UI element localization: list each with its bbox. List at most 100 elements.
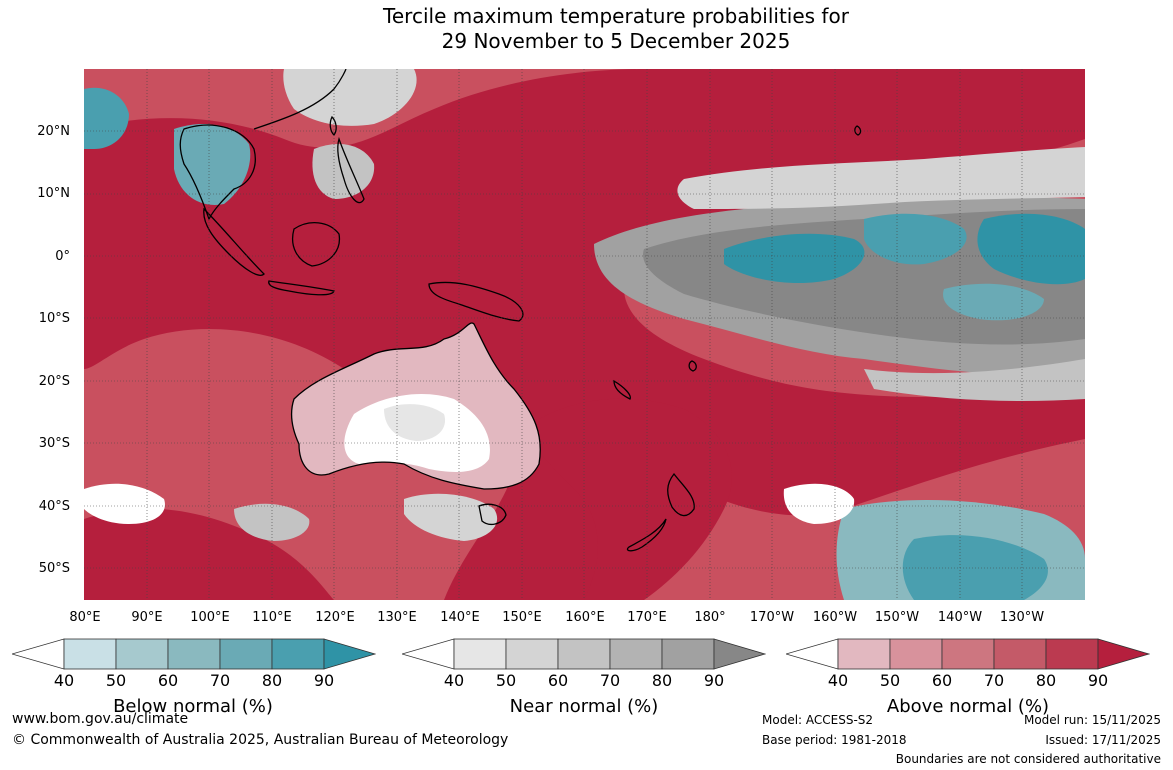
lat-tick-label: 10°S bbox=[38, 311, 70, 326]
borneo-coastline bbox=[292, 222, 341, 267]
legend-near-label: 50 bbox=[495, 671, 517, 690]
lon-tick-label: 160°E bbox=[565, 610, 605, 625]
lat-tick-label: 0° bbox=[55, 249, 70, 264]
title-line-1: Tercile maximum temperature probabilitie… bbox=[383, 4, 849, 28]
lat-tick-label: 40°S bbox=[38, 499, 70, 514]
legend-swatch bbox=[993, 638, 1047, 670]
above-normal-band-tasman bbox=[524, 398, 732, 600]
grey-patch-south-indian bbox=[234, 503, 310, 541]
legend-near-label: 40 bbox=[443, 671, 465, 690]
lon-tick-label: 130°W bbox=[999, 610, 1045, 625]
legend-near-title: Near normal (%) bbox=[509, 696, 659, 717]
lon-tick-label: 130°E bbox=[377, 610, 417, 625]
legend-below-label: 70 bbox=[209, 671, 231, 690]
legend-near-label: 70 bbox=[599, 671, 621, 690]
legend-swatch bbox=[837, 638, 891, 670]
java-coastline bbox=[268, 280, 335, 296]
legend-swatch bbox=[63, 638, 117, 670]
legend-below-title: Below normal (%) bbox=[113, 696, 273, 717]
map-svg bbox=[84, 69, 1085, 600]
above-normal-southwest-region bbox=[84, 508, 334, 600]
lon-tick-label: 180° bbox=[694, 610, 726, 625]
legend-swatch bbox=[609, 638, 663, 670]
legend-below-label: 60 bbox=[157, 671, 179, 690]
legend-swatch bbox=[323, 638, 376, 670]
lat-tick-label: 50°S bbox=[38, 561, 70, 576]
legend-swatch bbox=[1097, 638, 1150, 670]
lon-tick-label: 140°W bbox=[937, 610, 983, 625]
legend-swatch bbox=[12, 638, 65, 670]
below-normal-pacific-blob-4 bbox=[943, 283, 1044, 321]
gridlines bbox=[84, 69, 1085, 600]
legend-swatch bbox=[713, 638, 766, 670]
white-patch-south-pacific bbox=[783, 483, 855, 524]
legend-swatch bbox=[661, 638, 715, 670]
legend-swatch bbox=[219, 638, 273, 670]
white-patch-south-indian bbox=[84, 483, 165, 524]
below-normal-india-region bbox=[84, 87, 129, 149]
lon-tick-label: 170°E bbox=[627, 610, 667, 625]
lon-tick-label: 80°E bbox=[69, 610, 101, 625]
legend-swatch bbox=[402, 638, 455, 670]
lat-tick-label: 10°N bbox=[37, 186, 70, 201]
sumatra-coastline bbox=[203, 207, 265, 276]
legend-above-label: 70 bbox=[983, 671, 1005, 690]
legend-near-label: 80 bbox=[651, 671, 673, 690]
legend-swatch bbox=[889, 638, 943, 670]
lon-tick-label: 170°W bbox=[749, 610, 795, 625]
legend-above-label: 80 bbox=[1035, 671, 1057, 690]
legend-above-label: 50 bbox=[879, 671, 901, 690]
lon-tick-label: 120°E bbox=[315, 610, 355, 625]
legend-above-label: 60 bbox=[931, 671, 953, 690]
legend-near-normal bbox=[402, 638, 766, 670]
philippines-coastline bbox=[337, 136, 365, 204]
disclaimer-text: Boundaries are not considered authoritat… bbox=[895, 752, 1161, 766]
legend-above-title: Above normal (%) bbox=[886, 696, 1050, 717]
china-coastline bbox=[253, 69, 347, 130]
legend-swatch bbox=[115, 638, 169, 670]
legend-swatch bbox=[505, 638, 559, 670]
base-period-text: Base period: 1981-2018 bbox=[762, 733, 907, 747]
below-normal-southeast-core bbox=[902, 535, 1048, 600]
model-text: Model: ACCESS-S2 bbox=[762, 713, 874, 727]
below-normal-pacific-blob-3 bbox=[977, 213, 1085, 285]
lon-tick-label: 90°E bbox=[131, 610, 163, 625]
below-normal-pacific-blob-1 bbox=[724, 233, 865, 284]
below-normal-seasia-region bbox=[174, 124, 251, 205]
near-normal-china-region bbox=[283, 69, 417, 126]
grey-patch-tasmania bbox=[404, 493, 498, 541]
coastlines bbox=[179, 69, 862, 552]
legend-below-label: 80 bbox=[261, 671, 283, 690]
near-normal-pacific-outer bbox=[677, 147, 1085, 209]
legend-swatch bbox=[167, 638, 221, 670]
title-line-2: 29 November to 5 December 2025 bbox=[441, 29, 791, 53]
hawaii-coastline bbox=[854, 125, 862, 136]
lat-tick-label: 20°N bbox=[37, 124, 70, 139]
copyright-text: © Commonwealth of Australia 2025, Austra… bbox=[12, 732, 509, 748]
australia-interior-grey bbox=[384, 404, 446, 441]
legend-swatch bbox=[941, 638, 995, 670]
legend-below-label: 90 bbox=[313, 671, 335, 690]
below-normal-pacific-blob-2 bbox=[864, 213, 967, 265]
legend-swatch bbox=[453, 638, 507, 670]
issued-text: Issued: 17/11/2025 bbox=[1045, 733, 1161, 747]
near-normal-east-south bbox=[864, 359, 1085, 401]
legend-above-colorbar bbox=[786, 638, 1150, 670]
new-caledonia-coastline bbox=[613, 379, 631, 400]
legend-below-normal bbox=[12, 638, 376, 670]
legend-below-label: 50 bbox=[105, 671, 127, 690]
new-guinea-coastline bbox=[428, 281, 524, 322]
legend-above-label: 90 bbox=[1087, 671, 1109, 690]
legend-swatch bbox=[557, 638, 611, 670]
lon-tick-label: 150°W bbox=[874, 610, 920, 625]
lon-tick-label: 160°W bbox=[812, 610, 858, 625]
tasmania-coastline bbox=[478, 503, 507, 526]
source-url[interactable]: www.bom.gov.au/climate bbox=[12, 711, 189, 727]
fiji-coastline bbox=[688, 360, 697, 372]
legend-swatch bbox=[786, 638, 839, 670]
legend-swatch bbox=[1045, 638, 1099, 670]
legend-swatch bbox=[271, 638, 325, 670]
legend-above-normal bbox=[786, 638, 1150, 670]
lat-tick-label: 20°S bbox=[38, 374, 70, 389]
model-run-text: Model run: 15/11/2025 bbox=[1023, 713, 1161, 727]
